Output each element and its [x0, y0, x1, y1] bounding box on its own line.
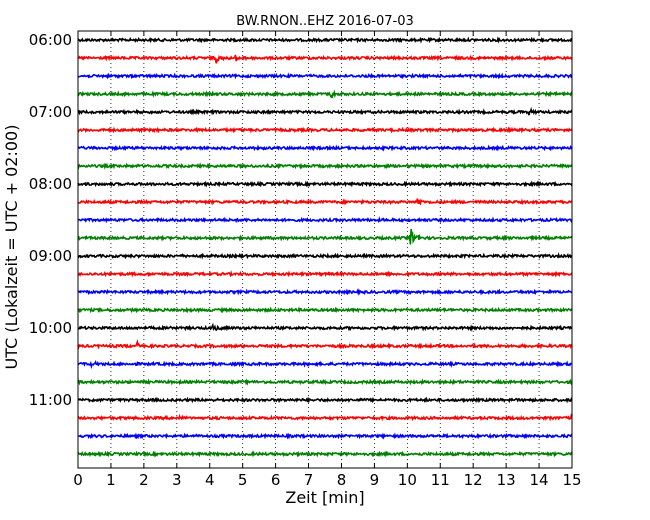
x-tick-label: 9 — [370, 471, 380, 489]
x-tick-label: 6 — [271, 471, 281, 489]
y-tick-label: 07:00 — [29, 103, 72, 121]
trace-0915 — [77, 270, 573, 278]
trace-1000 — [77, 322, 573, 332]
x-tick-label: 7 — [304, 471, 314, 489]
x-tick-label: 11 — [431, 471, 450, 489]
trace-0945 — [77, 306, 572, 314]
trace-0615 — [77, 54, 573, 64]
trace-0930 — [77, 288, 573, 297]
trace-0745 — [77, 162, 573, 170]
x-tick-label: 13 — [497, 471, 516, 489]
x-tick-label: 15 — [562, 471, 581, 489]
x-axis-label: Zeit [min] — [285, 488, 364, 507]
y-tick-label: 10:00 — [29, 319, 72, 337]
trace-group — [77, 36, 573, 458]
grid-lines — [110, 31, 540, 468]
trace-0845 — [77, 228, 573, 245]
chart-title: BW.RNON..EHZ 2016-07-03 — [236, 14, 414, 29]
y-tick-label: 08:00 — [29, 175, 72, 193]
trace-0830 — [77, 216, 573, 224]
trace-1130 — [77, 432, 573, 440]
trace-0815 — [77, 198, 573, 206]
x-tick-label: 12 — [464, 471, 483, 489]
trace-0900 — [77, 252, 573, 260]
x-tick-label: 5 — [238, 471, 248, 489]
x-tick-label: 14 — [530, 471, 549, 489]
x-tick-label: 3 — [172, 471, 182, 489]
y-axis-label: UTC (Lokalzeit = UTC + 02:00) — [2, 125, 21, 370]
trace-0630 — [77, 72, 573, 80]
trace-0730 — [77, 144, 573, 152]
x-tick-label: 10 — [398, 471, 417, 489]
trace-0700 — [77, 106, 573, 116]
trace-1045 — [77, 378, 573, 386]
trace-0800 — [77, 180, 573, 188]
y-tick-label: 09:00 — [29, 247, 72, 265]
x-tick-label: 2 — [139, 471, 149, 489]
x-tick-label: 0 — [73, 471, 83, 489]
trace-1030 — [77, 359, 573, 370]
trace-0600 — [77, 36, 573, 44]
x-tick-label: 8 — [337, 471, 347, 489]
trace-1145 — [77, 450, 573, 458]
x-tick-label: 4 — [205, 471, 215, 489]
trace-1015 — [77, 338, 573, 350]
trace-1115 — [77, 413, 573, 422]
trace-1100 — [78, 396, 573, 404]
axis-ticks: 0 1 2 3 4 5 6 7 8 9 10 11 12 13 14 1506:0007:0008:0009:… — [29, 31, 582, 489]
trace-0645 — [77, 89, 573, 99]
y-tick-label: 11:00 — [29, 391, 72, 409]
y-tick-label: 06:00 — [29, 31, 72, 49]
x-tick-label: 1 — [106, 471, 116, 489]
plot-frame — [77, 30, 573, 469]
trace-0715 — [77, 126, 573, 134]
